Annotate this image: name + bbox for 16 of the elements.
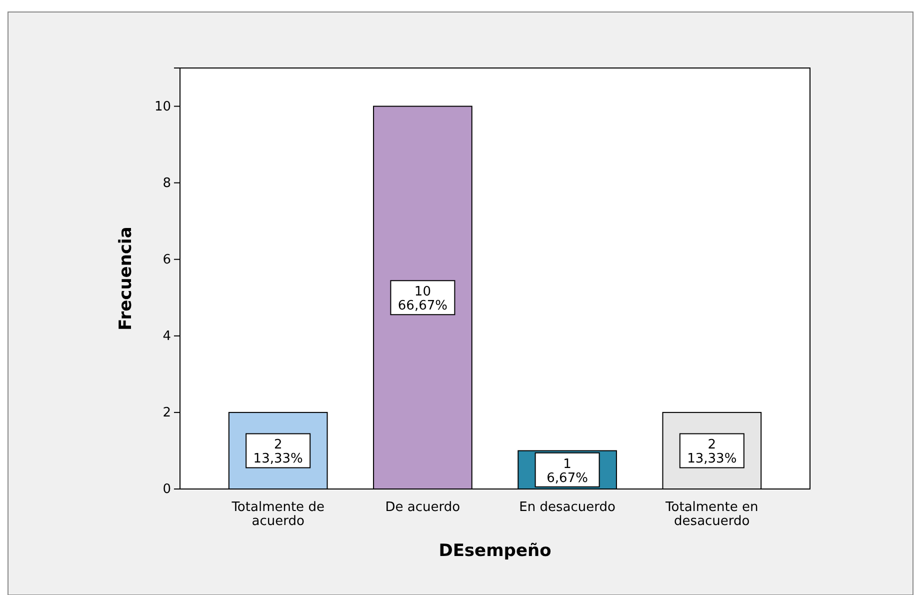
data-label: 10 66,67% bbox=[398, 284, 448, 314]
data-label: 1 6,67% bbox=[546, 456, 588, 486]
y-tick-label: 8 bbox=[162, 176, 171, 191]
y-axis-title: Frecuencia bbox=[116, 226, 136, 330]
x-axis-title: DEsempeño bbox=[438, 541, 552, 561]
y-tick-label: 0 bbox=[162, 482, 171, 498]
y-tick-label: 6 bbox=[162, 252, 171, 268]
y-tick-label: 2 bbox=[162, 406, 171, 421]
data-label: 2 13,33% bbox=[253, 438, 303, 467]
x-tick-label: Totalmente de acuerdo bbox=[230, 500, 324, 529]
x-tick-label: En desacuerdo bbox=[519, 500, 616, 515]
data-label: 2 13,33% bbox=[687, 438, 737, 467]
x-tick-label: Totalmente en desacuerdo bbox=[664, 500, 758, 529]
x-tick-label: De acuerdo bbox=[385, 500, 460, 515]
y-tick-label: 10 bbox=[154, 99, 171, 114]
y-tick-label: 4 bbox=[162, 329, 171, 344]
